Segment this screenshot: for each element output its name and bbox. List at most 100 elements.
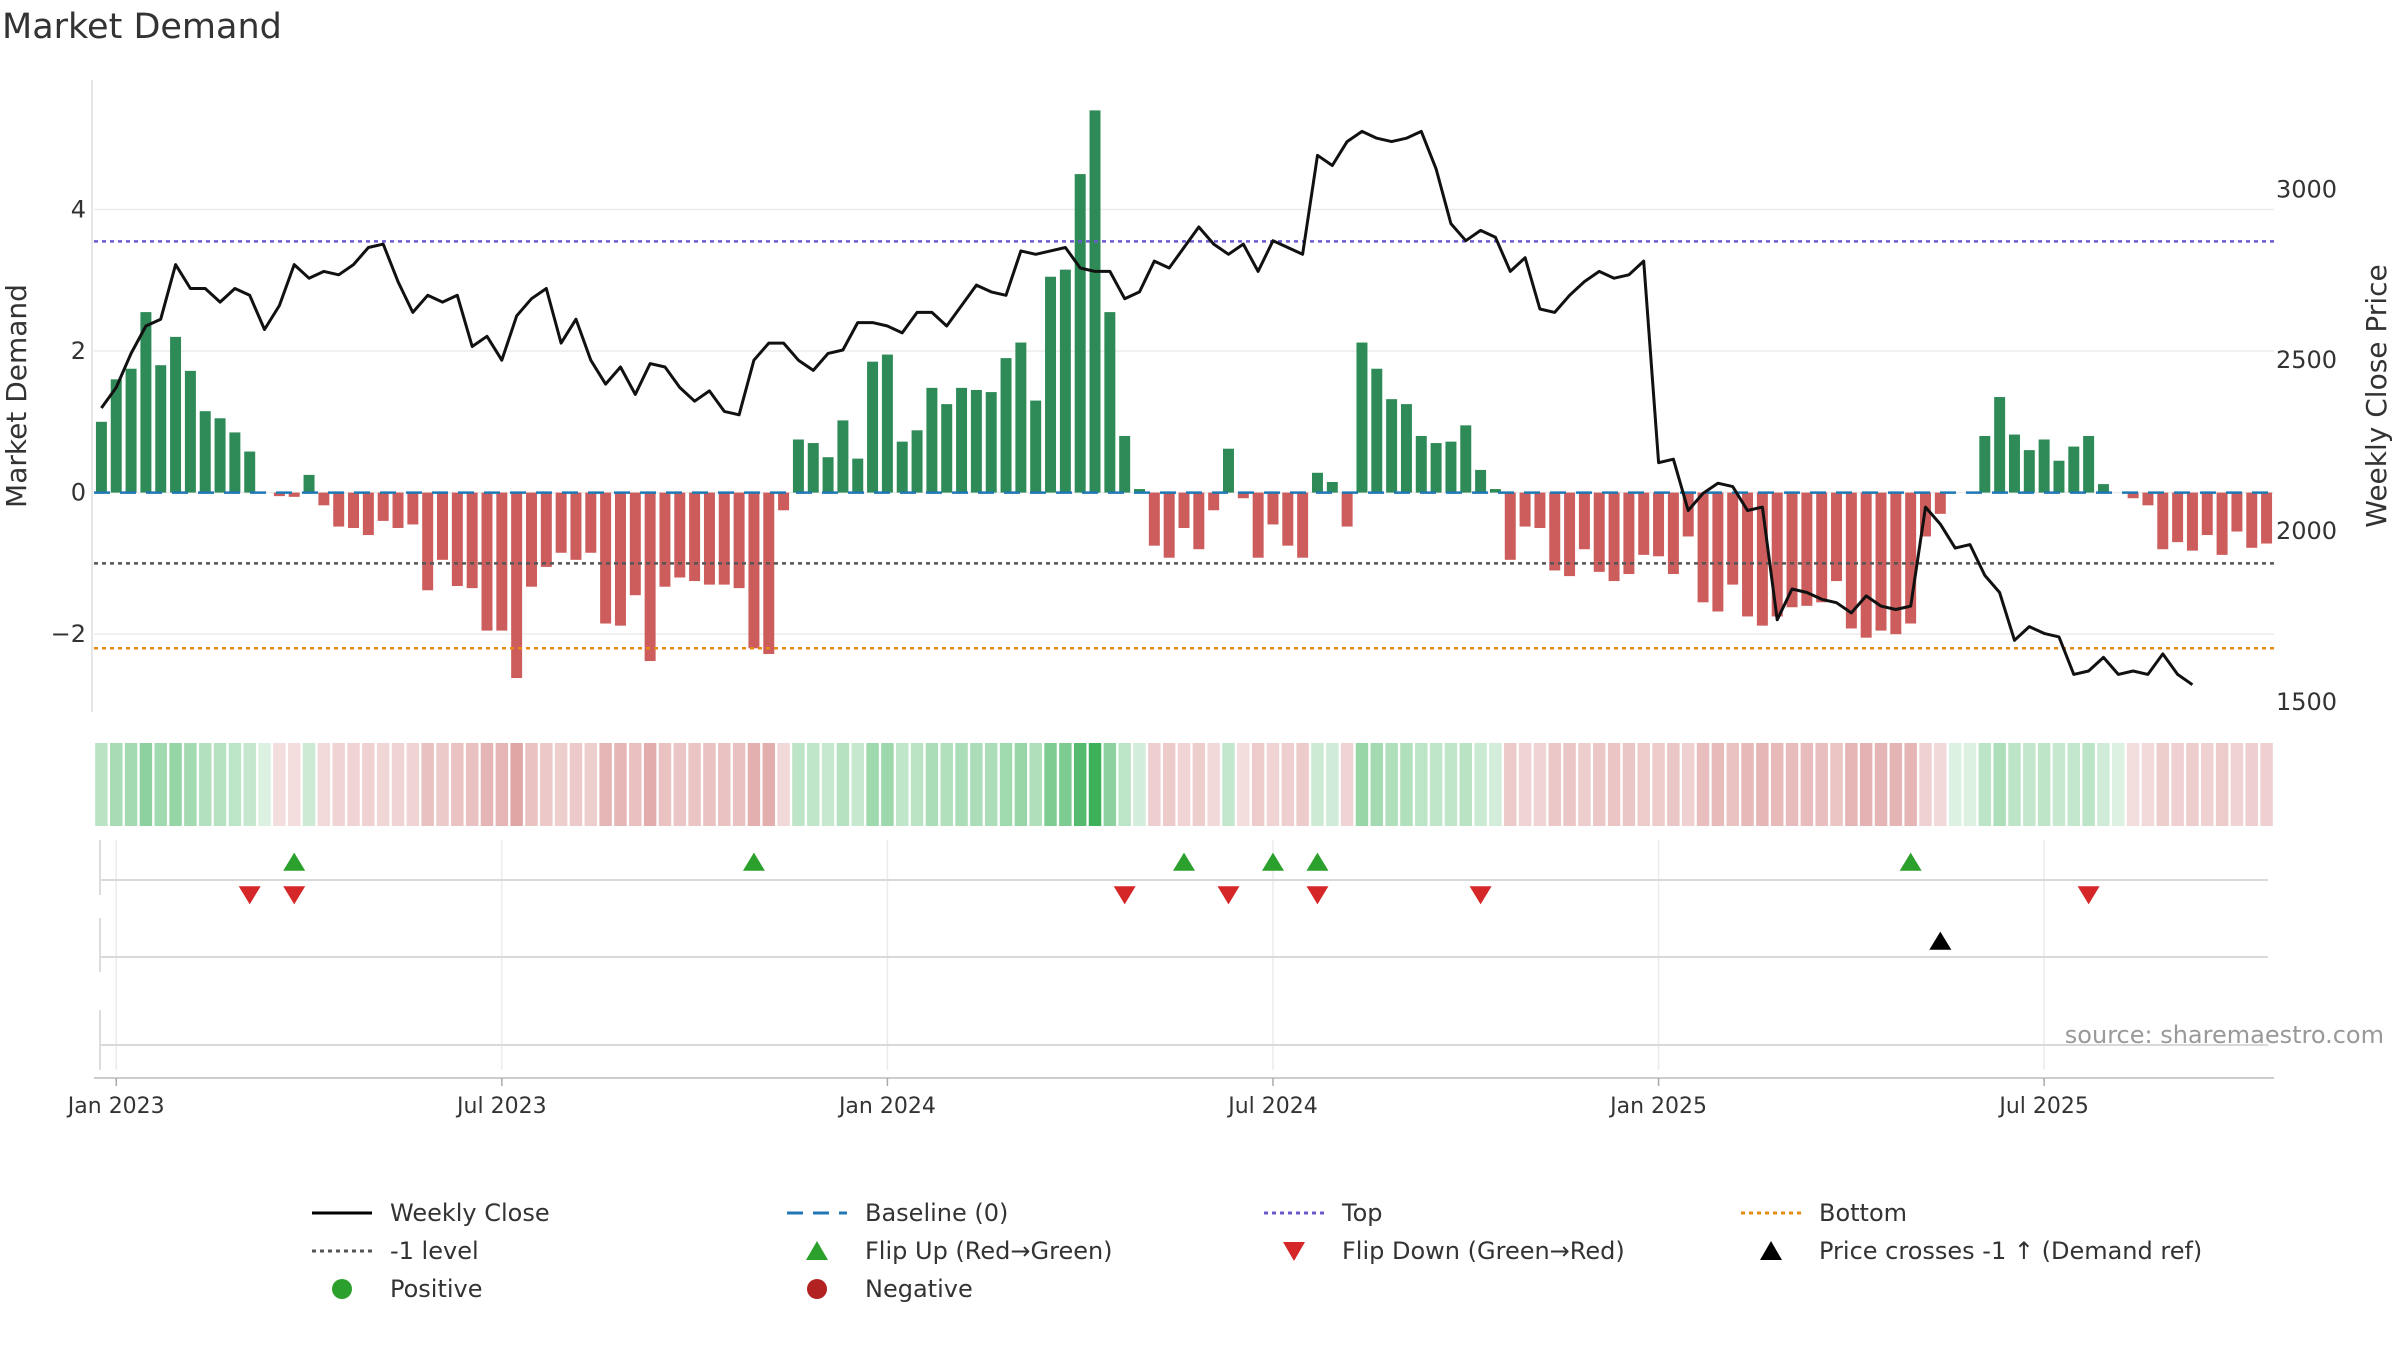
heat-cell <box>1785 743 1799 826</box>
heat-cell <box>762 743 775 826</box>
heat-cell <box>836 743 850 826</box>
heat-cell <box>718 743 731 826</box>
demand-bar <box>911 430 923 493</box>
demand-bar <box>570 492 582 560</box>
demand-bar <box>318 492 330 506</box>
heat-cell <box>1948 743 1962 826</box>
heat-cell <box>1563 743 1576 826</box>
legend-item: Price crosses -1 ↑ (Demand ref) <box>1739 1233 2202 1269</box>
legend-symbol <box>1739 1195 1805 1231</box>
demand-bar <box>2068 446 2080 493</box>
heat-cell <box>1400 743 1413 826</box>
legend-symbol <box>1262 1195 1328 1231</box>
x-tick-label: Jan 2025 <box>1608 1094 1707 1119</box>
heat-cell <box>198 743 212 826</box>
demand-bar <box>1208 492 1220 511</box>
heat-cell <box>228 743 242 826</box>
demand-bar <box>2172 492 2184 543</box>
heat-cell <box>1548 743 1561 826</box>
demand-bar <box>273 492 285 497</box>
heat-cell <box>984 743 998 826</box>
heat-cell <box>2201 743 2214 826</box>
legend-label: Flip Down (Green→Red) <box>1342 1237 1625 1265</box>
heat-cell <box>451 743 464 826</box>
heat-cell <box>1311 743 1324 826</box>
y-right-tick-label: 1500 <box>2276 688 2337 716</box>
demand-bar <box>125 368 137 493</box>
x-tick-label: Jan 2023 <box>66 1094 165 1119</box>
demand-bar <box>1400 404 1412 493</box>
heat-cell <box>510 743 523 826</box>
legend-label: Positive <box>390 1275 483 1303</box>
demand-bar <box>2053 460 2065 493</box>
legend-circle <box>332 1279 352 1299</box>
legend-item: Flip Up (Red→Green) <box>785 1233 1113 1269</box>
legend-symbol <box>310 1233 376 1269</box>
heat-cell <box>1355 743 1369 826</box>
heat-cell <box>1637 743 1650 826</box>
heat-cell <box>1711 743 1725 826</box>
demand-bar <box>1905 492 1917 624</box>
demand-bar <box>1015 342 1027 493</box>
demand-bar <box>1134 489 1145 493</box>
heat-cell <box>1770 743 1784 826</box>
demand-bar <box>2246 492 2258 548</box>
flip-down-marker <box>2077 886 2100 905</box>
demand-bar <box>956 387 968 493</box>
demand-bar <box>2157 492 2169 550</box>
demand-bar <box>155 365 167 493</box>
demand-bar <box>2008 434 2020 493</box>
legend-label: Baseline (0) <box>865 1199 1009 1227</box>
heat-cell <box>1088 743 1102 826</box>
heat-cell <box>1029 743 1042 826</box>
heat-cell <box>2082 743 2095 826</box>
heat-cell <box>2023 743 2036 826</box>
price-cross-marker <box>1929 931 1952 950</box>
y-right-tick-label: 2000 <box>2276 517 2337 545</box>
heat-cell <box>1296 743 1309 826</box>
demand-bar <box>941 404 953 493</box>
demand-bar <box>2023 450 2035 493</box>
y-right-tick-label: 3000 <box>2276 175 2337 203</box>
demand-bar <box>466 492 478 589</box>
demand-bar <box>674 492 686 578</box>
demand-bar <box>689 492 701 582</box>
demand-bar <box>1816 492 1828 603</box>
heat-cell <box>1266 743 1280 826</box>
demand-bar <box>170 336 182 493</box>
heat-cell <box>376 743 390 826</box>
legend-item: Flip Down (Green→Red) <box>1262 1233 1625 1269</box>
heat-cell <box>910 743 924 826</box>
demand-bar <box>1504 492 1516 560</box>
grid <box>94 208 2274 1070</box>
heat-cell <box>2052 743 2066 826</box>
heat-cell <box>525 743 538 826</box>
heat-cell <box>1385 743 1398 826</box>
heat-cell <box>1044 743 1057 826</box>
heat-cell <box>1741 743 1754 826</box>
demand-bar <box>1638 492 1650 555</box>
demand-bar <box>1415 435 1427 493</box>
heat-cell <box>1607 743 1621 826</box>
demand-bar <box>348 492 360 528</box>
legend-symbol <box>310 1195 376 1231</box>
demand-bar <box>1074 174 1086 493</box>
demand-bar <box>2261 492 2273 544</box>
heat-cell <box>1726 743 1739 826</box>
flip-down-marker <box>283 886 306 905</box>
heat-cell <box>2215 743 2229 826</box>
heat-cell <box>2156 743 2170 826</box>
heat-cell <box>955 743 968 826</box>
demand-bar <box>1489 489 1501 493</box>
demand-bar <box>778 492 790 511</box>
heat-cell <box>1859 743 1873 826</box>
demand-bar <box>1045 276 1057 493</box>
heat-cell <box>1014 743 1028 826</box>
demand-bar <box>1267 492 1279 525</box>
demand-bar <box>362 492 374 536</box>
demand-bar <box>1742 492 1754 617</box>
demand-bar <box>896 441 908 493</box>
heat-cell <box>569 743 583 826</box>
heat-cell <box>1489 743 1502 826</box>
